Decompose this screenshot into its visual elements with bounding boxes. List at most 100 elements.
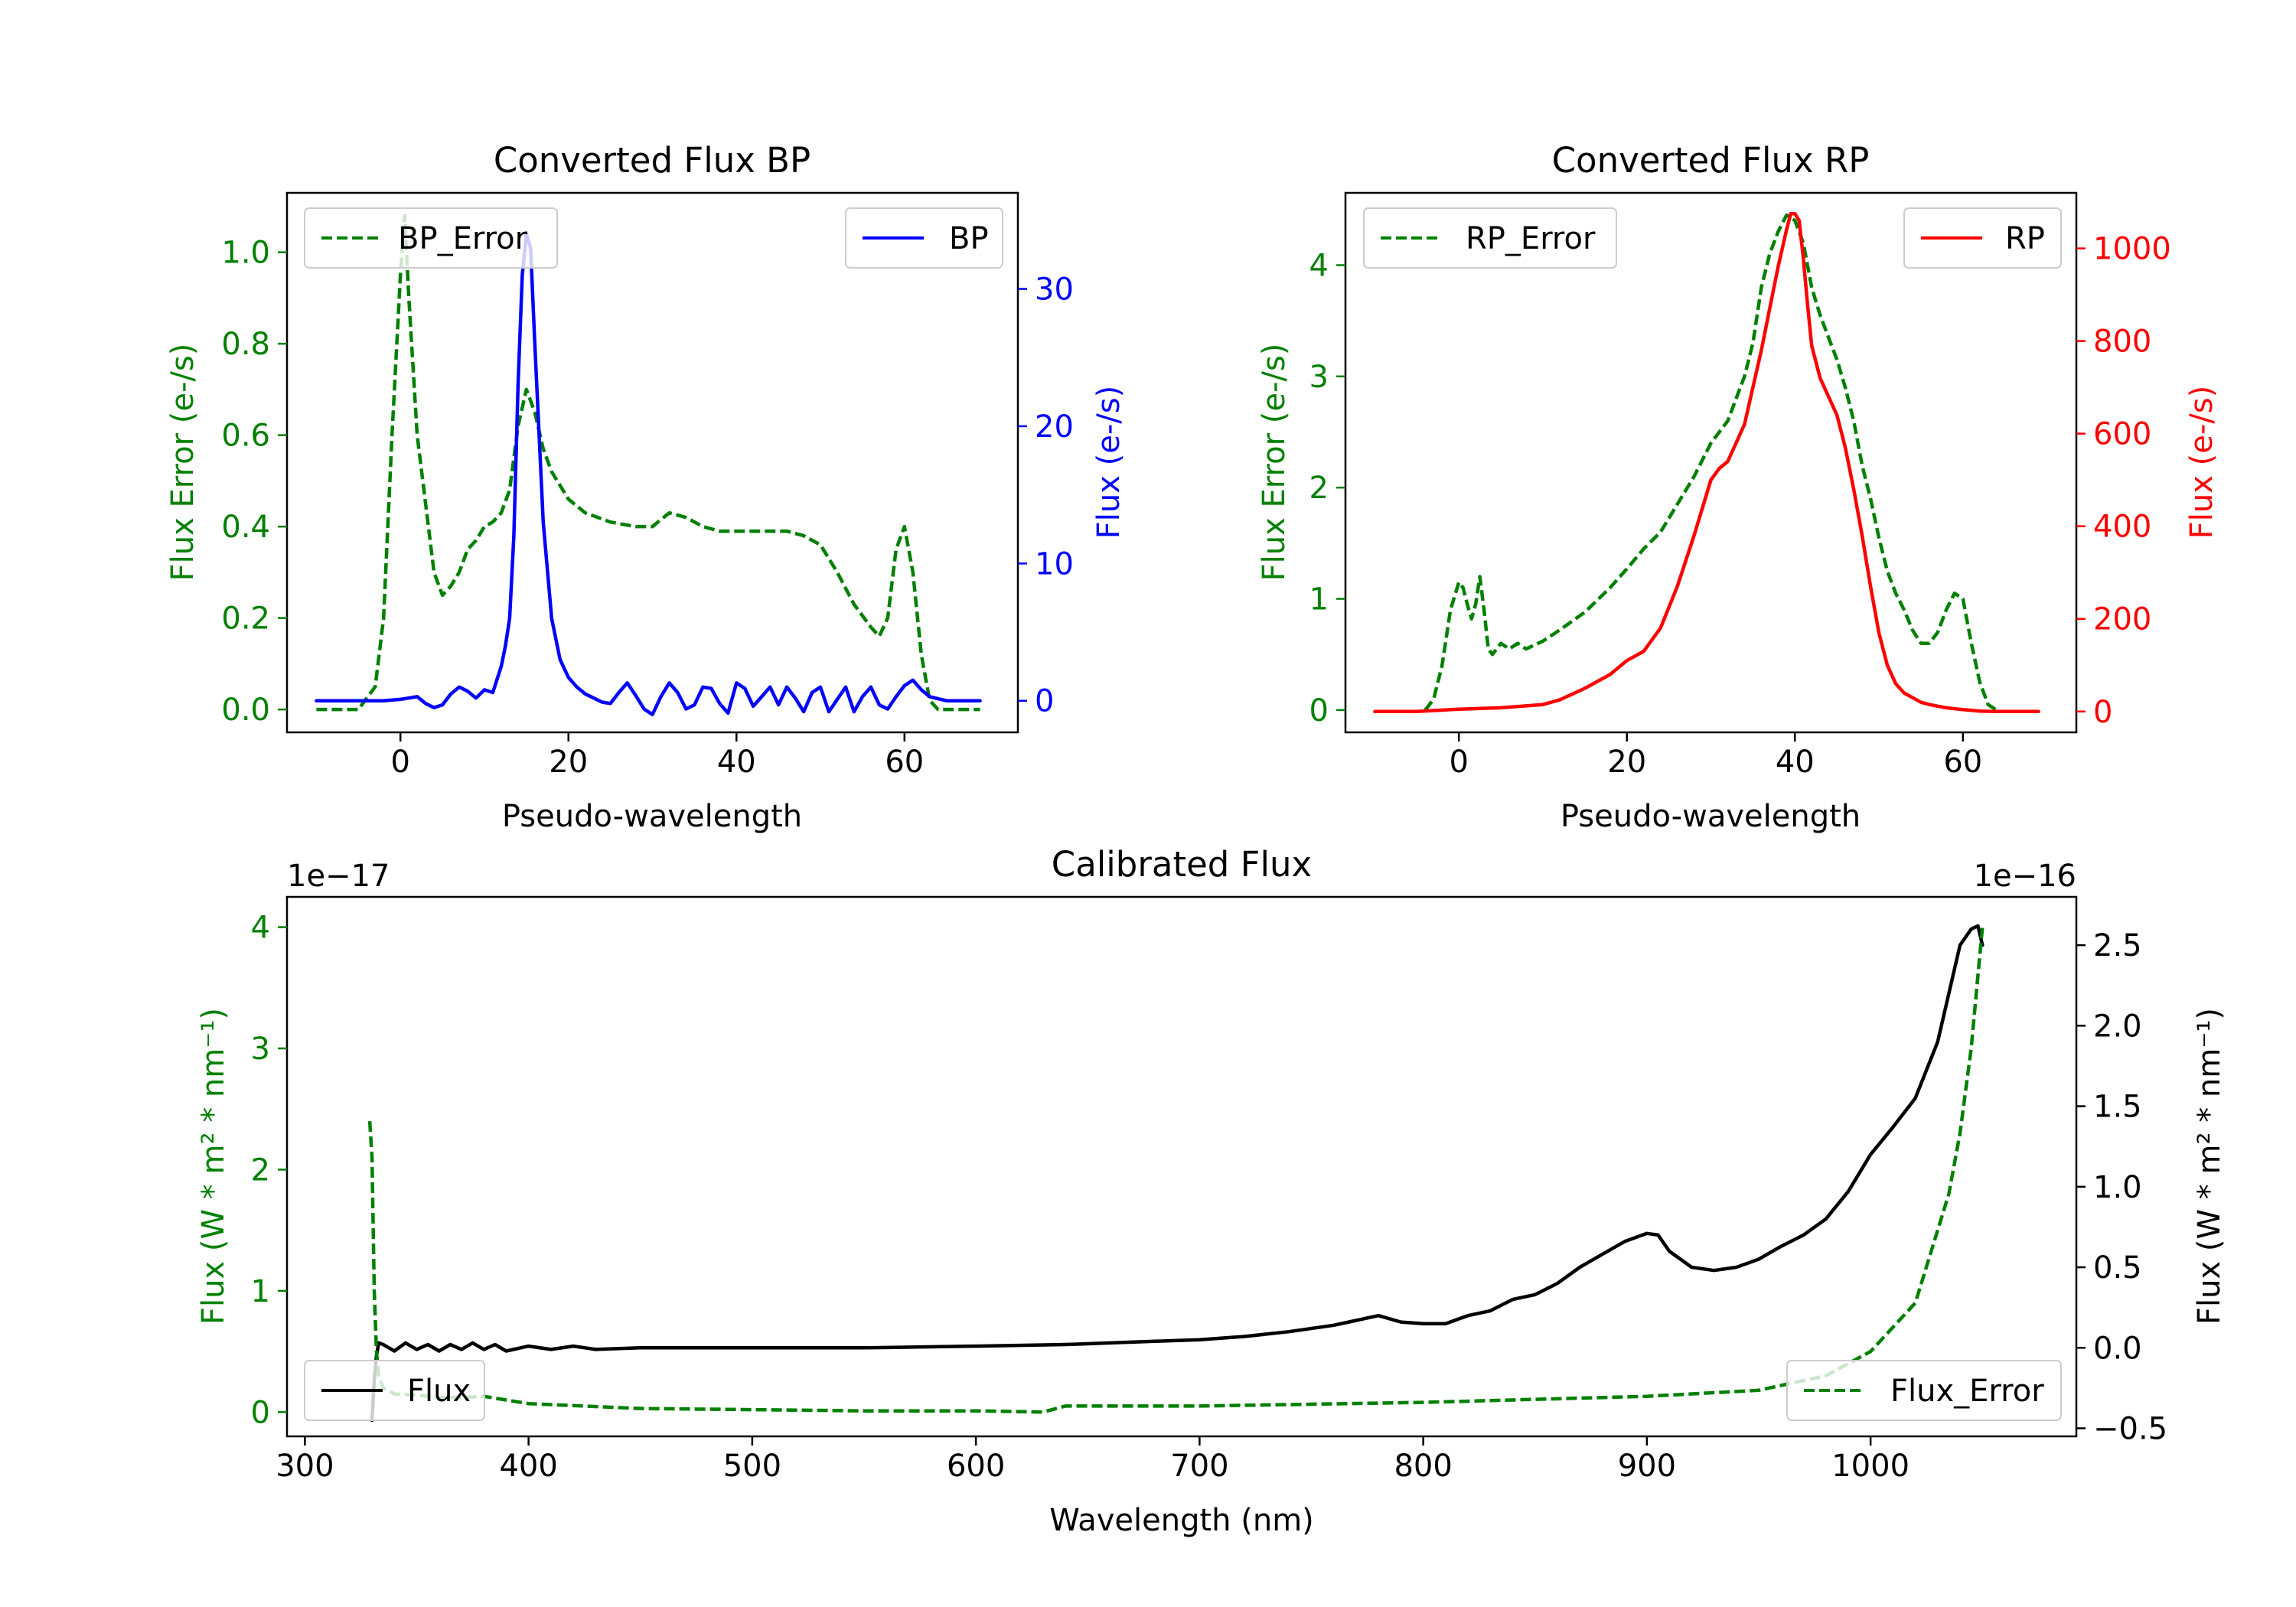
panel-rp-ytick-left-label: 2 [1309,471,1329,506]
panel-calibrated-yticks-left: 0 1 2 3 4 [251,911,287,1430]
panel-rp-lines [1373,211,2040,714]
panel-rp-series-rp-error [1424,213,1998,712]
panel-bp-xtick-label: 40 [717,745,756,780]
panel-calibrated-yticks-right: −0.5 0.0 0.5 1.0 1.5 2.0 2.5 [2076,928,2167,1446]
panel-rp-axes-frame [1344,191,2078,734]
panel-rp-legend-left-box [1363,207,1617,269]
panel-calibrated-ytick-left-label: 3 [251,1032,270,1067]
panel-bp-ylabel-left: Flux Error (e-/s) [165,344,201,582]
panel-calibrated: Calibrated Flux Wavelength (nm) 1e−17 1e… [196,844,2227,1538]
panel-bp-ytick-right-label: 0 [1035,684,1054,719]
panel-rp-ytick-left-label: 1 [1309,582,1329,618]
panel-calibrated-ytick-left-label: 0 [251,1395,270,1430]
panel-bp-legend-right-box [845,207,1003,269]
panel-bp-axes-frame [285,191,1019,734]
panel-rp-ytick-left-label: 0 [1309,693,1329,729]
panel-bp-xtick-label: 0 [390,745,409,780]
panel-bp-legend-flux-label: BP [949,221,989,256]
panel-rp-ytick-right-label: 200 [2093,602,2151,637]
panel-rp-ylabel-left: Flux Error (e-/s) [1257,344,1292,582]
panel-calibrated-xtick-label: 300 [276,1449,334,1484]
panel-rp-ytick-right-label: 800 [2093,324,2151,360]
panel-bp-ylabel-right: Flux (e-/s) [1091,386,1127,539]
panel-calibrated-xtick-label: 400 [499,1449,557,1484]
panel-calibrated-xtick-label: 600 [947,1449,1005,1484]
panel-bp-legend-left-box [304,207,558,269]
panel-bp-ytick-right-label: 20 [1035,409,1074,445]
panel-rp-ytick-right-label: 0 [2093,695,2112,730]
panel-rp-xlabel: Pseudo-wavelength [1561,799,1861,834]
panel-calibrated-ytick-right-label: 0.0 [2093,1331,2142,1366]
panel-calibrated-series-flux [370,924,1985,1423]
panel-rp-legend-left: RP_Error [1363,207,1617,269]
panel-calibrated-xticks: 300 400 500 600 700 800 900 1000 [276,1436,1910,1484]
panel-calibrated-ytick-left-label: 1 [251,1274,270,1309]
panel-bp-ytick-left-label: 0.4 [221,510,270,545]
panel-calibrated-xtick-label: 700 [1170,1449,1228,1484]
panel-bp-series-bp-error [316,214,980,712]
panel-calibrated-lines [367,924,1985,1423]
panel-calibrated-legend-right-box [1786,1360,2062,1421]
panel-bp-xticks: 0 20 40 60 [390,732,924,780]
panel-calibrated-xtick-label: 500 [723,1449,781,1484]
panel-calibrated-ytick-right-label: 2.5 [2093,928,2142,963]
panel-calibrated-ytick-left-label: 2 [251,1152,270,1188]
panel-bp: Converted Flux BP Pseudo-wavelength Flux… [165,140,1127,834]
panel-calibrated-xtick-label: 900 [1618,1449,1676,1484]
panel-rp-yticks-right: 0 200 400 600 800 1000 [2076,232,2171,730]
panel-bp-ytick-left-label: 0.6 [221,419,270,454]
panel-rp-xtick-label: 0 [1449,745,1468,780]
panel-rp-series-rp [1373,211,2040,714]
panel-bp-xtick-label: 20 [549,745,588,780]
panel-rp-xtick-label: 40 [1776,745,1815,780]
panel-rp-xtick-label: 20 [1607,745,1646,780]
panel-rp-title: Converted Flux RP [1552,140,1870,181]
panel-bp-legend-error-label: BP_Error [398,221,528,256]
panel-bp-legend-right: BP [845,207,1003,269]
panel-bp-legend-left: BP_Error [304,207,558,269]
panel-rp-legend-flux-label: RP [2005,221,2045,256]
panel-rp-xtick-label: 60 [1943,745,1982,780]
panel-calibrated-ytick-right-label: 2.0 [2093,1009,2142,1044]
panel-bp-ytick-left-label: 1.0 [221,236,270,271]
panel-calibrated-ytick-right-label: 0.5 [2093,1250,2142,1286]
panel-rp-legend-right-box [1903,207,2062,269]
panel-calibrated-xlabel: Wavelength (nm) [1049,1503,1314,1538]
panel-calibrated-offset-right: 1e−16 [1974,859,2076,894]
panel-bp-series-bp [315,232,982,716]
panel-calibrated-series-flux-error [367,927,1985,1414]
panel-rp-ytick-right-label: 1000 [2093,232,2171,267]
panel-calibrated-legend-right: Flux_Error [1786,1360,2062,1421]
panel-bp-ytick-left-label: 0.0 [221,693,270,728]
panel-rp-xticks: 0 20 40 60 [1449,732,1982,780]
panel-calibrated-ytick-right-label: 1.0 [2093,1170,2142,1205]
panel-calibrated-legend-error-label: Flux_Error [1890,1374,2044,1409]
panel-calibrated-offset-left: 1e−17 [287,859,390,894]
panel-calibrated-ytick-right-label: 1.5 [2093,1090,2142,1125]
panel-calibrated-ylabel-left: Flux (W * m² * nm⁻¹) [196,1008,231,1325]
panel-rp-ytick-right-label: 400 [2093,510,2151,545]
panel-bp-ytick-right-label: 30 [1035,272,1074,308]
panel-calibrated-ytick-right-label: −0.5 [2093,1411,2167,1446]
panel-bp-xlabel: Pseudo-wavelength [502,799,802,834]
panel-bp-ytick-right-label: 10 [1035,546,1074,582]
panel-rp: Converted Flux RP Pseudo-wavelength Flux… [1257,140,2219,834]
panel-bp-title: Converted Flux BP [494,140,810,181]
panel-bp-ytick-left-label: 0.2 [221,601,270,637]
panel-rp-legend-right: RP [1903,207,2062,269]
panel-rp-ytick-left-label: 3 [1309,360,1329,395]
panel-calibrated-axes-frame [285,895,2078,1438]
panel-rp-ytick-right-label: 600 [2093,417,2151,452]
panel-bp-ytick-left-label: 0.8 [221,327,270,362]
panel-rp-yticks-left: 0 1 2 3 4 [1309,248,1345,729]
panel-bp-lines [315,214,982,716]
panel-rp-legend-error-label: RP_Error [1466,221,1596,256]
panel-calibrated-title: Calibrated Flux [1052,844,1312,885]
panel-calibrated-xtick-label: 800 [1394,1449,1452,1484]
panel-calibrated-ytick-left-label: 4 [251,911,270,946]
panel-rp-ylabel-right: Flux (e-/s) [2184,386,2219,539]
panel-bp-xtick-label: 60 [885,745,924,780]
panel-calibrated-xtick-label: 1000 [1831,1449,1910,1484]
panel-calibrated-ylabel-right: Flux (W * m² * nm⁻¹) [2192,1008,2227,1325]
